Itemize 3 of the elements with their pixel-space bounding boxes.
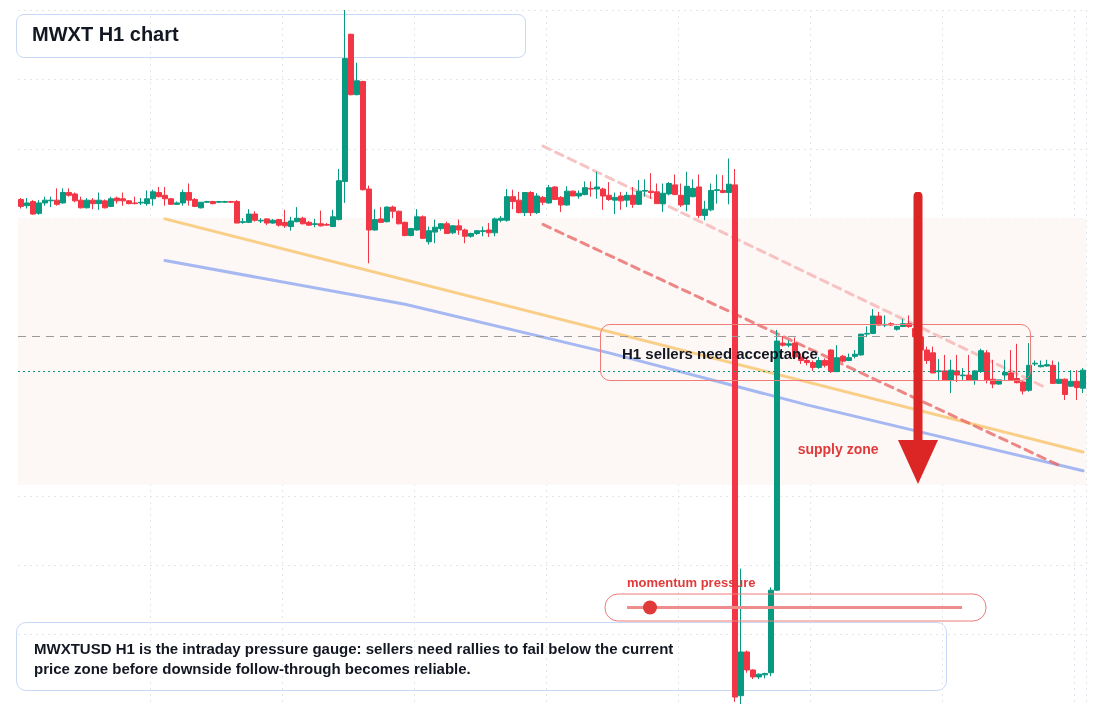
- annotation: MWXTUSD H1 is the intraday pressure gauge: sellers need rallies to fail below the current price zone before downside follow-through becomes reliable.: [34, 639, 678, 677]
- band-label: supply zone: [797, 441, 879, 458]
- text: MWXT H1 chart: [32, 23, 180, 45]
